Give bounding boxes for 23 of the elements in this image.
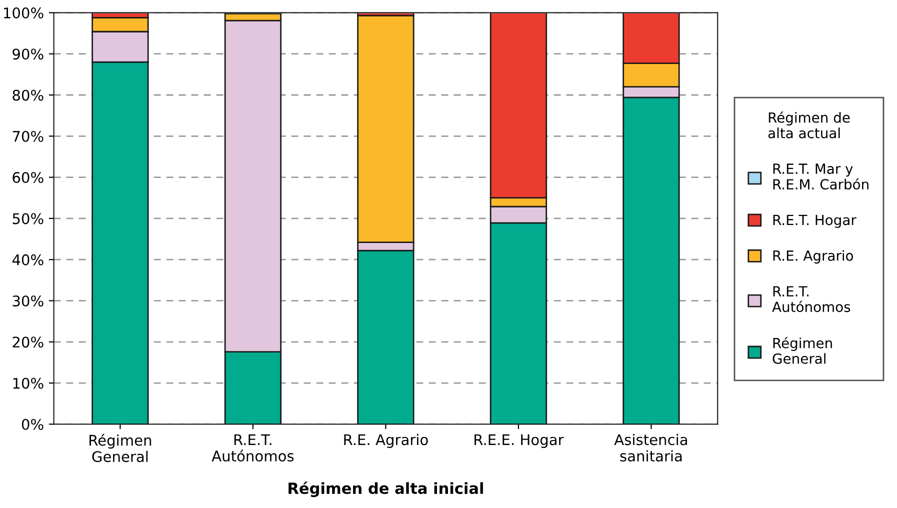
y-tick-label: 50% — [12, 213, 44, 224]
legend-label: Régimen General — [772, 337, 832, 364]
y-tick-label: 0% — [22, 418, 44, 430]
y-tick-label: 40% — [12, 254, 44, 266]
y-tick-label: 80% — [12, 90, 44, 101]
x-tick-label: R.E.E. Hogar — [474, 434, 564, 448]
legend-label: R.E.T. Hogar — [773, 214, 856, 228]
y-tick-label: 10% — [13, 378, 44, 389]
legend-title: Régimen de alta actual — [768, 111, 850, 138]
y-tick-label: 100% — [4, 7, 44, 18]
legend-label: R.E. Agrario — [773, 250, 854, 264]
x-tick-label: Régimen General — [90, 434, 152, 462]
x-tick-label: R.E.T. Autónomos — [212, 434, 294, 462]
x-tick-label: Asistencia sanitaria — [614, 434, 687, 462]
x-axis-title: Régimen de alta inicial — [288, 482, 483, 498]
legend-label: R.E.T. Autónomos — [772, 286, 850, 312]
y-tick-label: 30% — [12, 295, 44, 306]
y-tick-label: 70% — [12, 130, 44, 142]
y-tick-label: 90% — [12, 48, 44, 60]
legend-label: R.E.T. Mar y R.E.M. Carbón — [773, 164, 868, 190]
y-tick-label: 60% — [12, 172, 44, 184]
x-tick-label: R.E. Agrario — [344, 434, 428, 448]
y-tick-label: 20% — [12, 336, 44, 348]
